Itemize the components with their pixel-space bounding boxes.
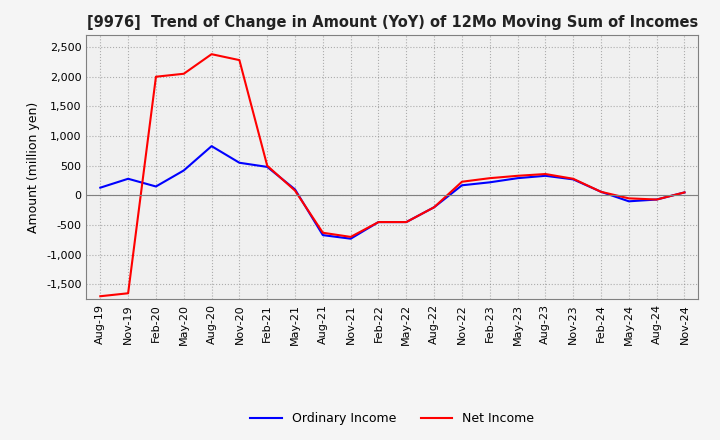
Net Income	[346, 234, 355, 239]
Line: Net Income: Net Income	[100, 54, 685, 296]
Ordinary Income	[291, 187, 300, 192]
Net Income	[235, 58, 243, 63]
Ordinary Income	[124, 176, 132, 181]
Net Income	[124, 291, 132, 296]
Ordinary Income	[263, 164, 271, 169]
Net Income	[569, 176, 577, 181]
Ordinary Income	[207, 143, 216, 149]
Ordinary Income	[346, 236, 355, 241]
Ordinary Income	[374, 220, 383, 225]
Ordinary Income	[513, 176, 522, 181]
Net Income	[96, 293, 104, 299]
Y-axis label: Amount (million yen): Amount (million yen)	[27, 102, 40, 233]
Net Income	[652, 197, 661, 202]
Net Income	[179, 71, 188, 77]
Ordinary Income	[597, 189, 606, 194]
Net Income	[318, 230, 327, 235]
Net Income	[680, 190, 689, 195]
Ordinary Income	[485, 180, 494, 185]
Net Income	[374, 220, 383, 225]
Net Income	[541, 172, 550, 177]
Ordinary Income	[680, 190, 689, 195]
Ordinary Income	[624, 199, 633, 204]
Legend: Ordinary Income, Net Income: Ordinary Income, Net Income	[246, 407, 539, 430]
Line: Ordinary Income: Ordinary Income	[100, 146, 685, 238]
Net Income	[207, 51, 216, 57]
Ordinary Income	[458, 183, 467, 188]
Net Income	[513, 173, 522, 179]
Net Income	[624, 196, 633, 201]
Ordinary Income	[235, 160, 243, 165]
Ordinary Income	[96, 185, 104, 191]
Ordinary Income	[569, 177, 577, 182]
Ordinary Income	[402, 220, 410, 225]
Net Income	[291, 188, 300, 193]
Net Income	[152, 74, 161, 79]
Net Income	[430, 205, 438, 210]
Title: [9976]  Trend of Change in Amount (YoY) of 12Mo Moving Sum of Incomes: [9976] Trend of Change in Amount (YoY) o…	[87, 15, 698, 30]
Net Income	[402, 220, 410, 225]
Ordinary Income	[152, 184, 161, 189]
Net Income	[597, 189, 606, 194]
Ordinary Income	[652, 197, 661, 202]
Ordinary Income	[179, 168, 188, 173]
Ordinary Income	[318, 232, 327, 238]
Ordinary Income	[541, 173, 550, 179]
Net Income	[485, 176, 494, 181]
Ordinary Income	[430, 205, 438, 210]
Net Income	[263, 163, 271, 169]
Net Income	[458, 179, 467, 184]
